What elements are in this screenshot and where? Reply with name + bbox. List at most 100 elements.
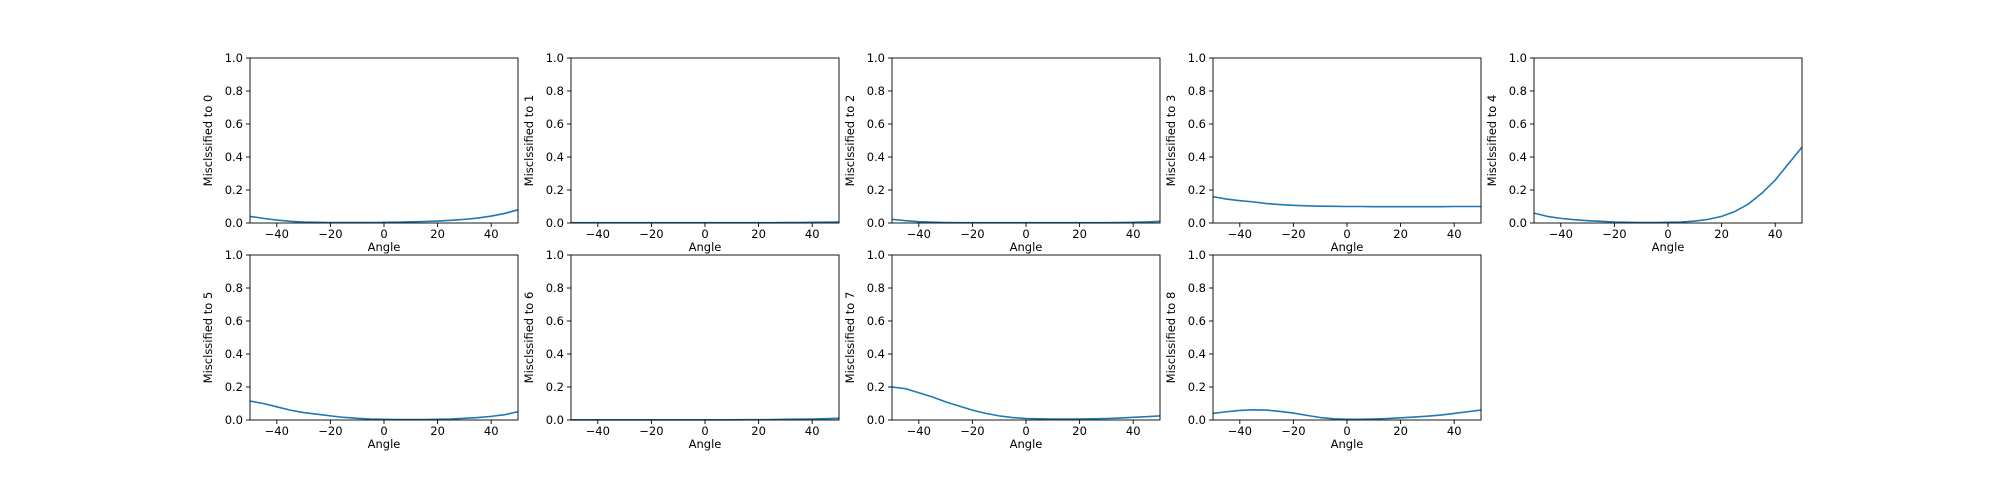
y-tick-label: 0.6 (225, 314, 243, 328)
x-tick-label: 0 (1664, 227, 1671, 241)
y-tick-label: 1.0 (1188, 248, 1206, 262)
y-tick-label: 0.2 (867, 380, 885, 394)
y-axis-label: Misclssified to 3 (1164, 95, 1178, 187)
x-tick-label: −20 (639, 424, 663, 438)
y-tick-label: 0.2 (546, 380, 564, 394)
x-tick-label: 0 (701, 424, 708, 438)
y-axis-label: Misclssified to 1 (522, 95, 536, 187)
y-axis-label: Misclssified to 0 (201, 95, 215, 187)
y-tick-label: 1.0 (225, 51, 243, 65)
x-tick-label: −40 (907, 424, 931, 438)
y-tick-label: 0.0 (225, 413, 243, 427)
x-tick-label: 40 (805, 424, 820, 438)
y-tick-label: 1.0 (1509, 51, 1527, 65)
x-tick-label: −40 (265, 424, 289, 438)
y-tick-label: 1.0 (225, 248, 243, 262)
subplot-3: −40 −20 0 20 40 0.0 0.2 0.4 0.6 0.8 1.0 Angle Miscls… (1164, 51, 1482, 254)
x-tick-label: 40 (1447, 424, 1462, 438)
y-tick-label: 0.2 (225, 183, 243, 197)
subplot-2: −40 −20 0 20 40 0.0 0.2 0.4 0.6 0.8 1.0 Angle Miscls… (843, 51, 1161, 254)
y-tick-label: 0.0 (546, 216, 564, 230)
x-axis-label: Angle (1652, 240, 1685, 254)
series-line (1212, 195, 1481, 208)
x-tick-label: −20 (960, 227, 984, 241)
x-tick-label: 20 (1714, 227, 1729, 241)
x-tick-label: 20 (1393, 227, 1408, 241)
x-tick-label: −40 (586, 424, 610, 438)
x-axis-label: Angle (689, 437, 722, 451)
x-tick-label: −20 (1281, 227, 1305, 241)
x-tick-label: −40 (907, 227, 931, 241)
y-axis-label: Misclssified to 5 (201, 292, 215, 384)
x-tick-label: 20 (1072, 424, 1087, 438)
x-tick-label: 40 (1126, 424, 1141, 438)
x-tick-label: −40 (1228, 227, 1252, 241)
x-tick-label: 0 (380, 227, 387, 241)
x-tick-label: −20 (318, 424, 342, 438)
x-tick-label: −20 (639, 227, 663, 241)
y-tick-label: 0.8 (546, 84, 564, 98)
y-tick-label: 0.4 (1188, 347, 1206, 361)
y-tick-label: 1.0 (546, 248, 564, 262)
y-tick-label: 0.8 (867, 281, 885, 295)
x-axis-label: Angle (368, 240, 401, 254)
y-tick-label: 0.4 (225, 347, 243, 361)
x-tick-label: 20 (1393, 424, 1408, 438)
x-tick-label: −40 (1549, 227, 1573, 241)
x-tick-label: 0 (380, 424, 387, 438)
y-tick-label: 0.6 (1188, 117, 1206, 131)
x-tick-label: 20 (751, 227, 766, 241)
y-tick-label: 0.2 (225, 380, 243, 394)
x-axis-label: Angle (1010, 240, 1043, 254)
subplot-7: −40 −20 0 20 40 0.0 0.2 0.4 0.6 0.8 1.0 Angle Miscls… (843, 248, 1161, 451)
y-tick-label: 0.8 (867, 84, 885, 98)
y-tick-label: 0.8 (546, 281, 564, 295)
y-axis-label: Misclssified to 6 (522, 292, 536, 384)
y-tick-label: 0.4 (546, 150, 564, 164)
subplot-5: −40 −20 0 20 40 0.0 0.2 0.4 0.6 0.8 1.0 Angle Miscls… (201, 248, 519, 451)
x-tick-label: −40 (1228, 424, 1252, 438)
subplot-6: −40 −20 0 20 40 0.0 0.2 0.4 0.6 0.8 1.0 Angle Miscls… (522, 248, 840, 451)
y-tick-label: 0.2 (867, 183, 885, 197)
x-axis-label: Angle (368, 437, 401, 451)
y-tick-label: 0.8 (225, 84, 243, 98)
x-tick-label: −20 (318, 227, 342, 241)
x-tick-label: 20 (1072, 227, 1087, 241)
y-tick-label: 0.4 (867, 347, 885, 361)
y-tick-label: 0.6 (546, 117, 564, 131)
y-tick-label: 0.2 (1509, 183, 1527, 197)
y-tick-label: 0.4 (1509, 150, 1527, 164)
x-tick-label: 0 (1022, 424, 1029, 438)
y-tick-label: 0.4 (225, 150, 243, 164)
x-tick-label: 0 (1343, 227, 1350, 241)
x-tick-label: 0 (1343, 424, 1350, 438)
x-tick-label: 0 (701, 227, 708, 241)
x-tick-label: 40 (1768, 227, 1783, 241)
y-tick-label: 0.8 (225, 281, 243, 295)
y-axis-label: Misclssified to 4 (1485, 95, 1499, 187)
series-line (249, 209, 519, 224)
y-tick-label: 0.2 (1188, 183, 1206, 197)
x-axis-label: Angle (1331, 437, 1364, 451)
x-axis-label: Angle (1010, 437, 1043, 451)
x-tick-label: −40 (586, 227, 610, 241)
y-tick-label: 0.8 (1188, 84, 1206, 98)
y-tick-label: 0.0 (225, 216, 243, 230)
x-tick-label: 40 (484, 227, 499, 241)
y-tick-label: 0.0 (1509, 216, 1527, 230)
y-tick-label: 0.6 (1188, 314, 1206, 328)
x-tick-label: 40 (1126, 227, 1141, 241)
y-tick-label: 0.6 (225, 117, 243, 131)
y-tick-label: 0.8 (1509, 84, 1527, 98)
series-line (1212, 408, 1482, 421)
y-tick-label: 0.2 (546, 183, 564, 197)
y-tick-label: 0.0 (1188, 216, 1206, 230)
subplot-1: −40 −20 0 20 40 0.0 0.2 0.4 0.6 0.8 1.0 Angle Miscls… (522, 51, 840, 254)
y-tick-label: 0.4 (546, 347, 564, 361)
x-tick-label: 20 (751, 424, 766, 438)
x-tick-label: 20 (430, 227, 445, 241)
y-axis-label: Misclssified to 2 (843, 95, 857, 187)
subplot-4: −40 −20 0 20 40 0.0 0.2 0.4 0.6 0.8 1.0 Angle Miscls… (1485, 51, 1803, 254)
